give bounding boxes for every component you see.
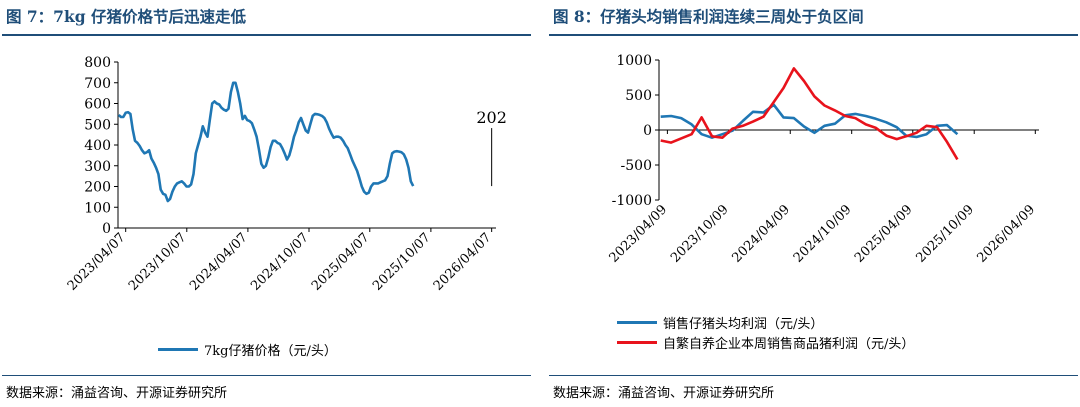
series-line-0: [117, 81, 415, 203]
y-tick-label: 800: [84, 55, 111, 71]
x-tick-label: 2026/04/09: [975, 202, 1039, 266]
y-tick-label: 400: [84, 138, 111, 154]
x-tick-label: 2025/04/09: [852, 202, 916, 266]
legend-item-hog-profit: 自繁自养企业本周销售商品猪利润（元/头）: [617, 332, 914, 352]
x-tick-label: 2024/10/09: [791, 202, 855, 266]
series-line-1: [660, 67, 959, 161]
x-tick-label: 2025/10/09: [913, 202, 977, 266]
x-tick-label: 2023/04/09: [607, 202, 671, 266]
y-tick-label: 200: [84, 180, 111, 196]
figure-8-bottom-rule: [549, 375, 1078, 376]
y-tick-label: -500: [621, 158, 652, 174]
figure-7-legend: 7kg仔猪价格（元/头）: [158, 340, 337, 359]
figure-7-bottom-rule: [2, 375, 531, 376]
legend-swatch-piglet-price: [158, 348, 198, 351]
x-tick-label: 2026/04/07: [431, 230, 495, 294]
legend-swatch-piglet-profit: [617, 320, 657, 324]
y-tick-label: 1000: [616, 53, 652, 69]
figure-8-top-rule: [549, 34, 1078, 36]
x-tick-label: 2024/04/07: [187, 230, 251, 294]
figure-7-top-rule: [2, 34, 531, 36]
figure-8-legend: 销售仔猪头均利润（元/头） 自繁自养企业本周销售商品猪利润（元/头）: [617, 312, 914, 352]
figure-8-title: 图 8：仔猪头均销售利润连续三周处于负区间: [553, 7, 864, 26]
y-tick-label: 500: [625, 88, 652, 104]
x-tick-label: 2024/10/07: [248, 230, 312, 294]
x-tick-label: 2024/04/09: [729, 202, 793, 266]
legend-label-piglet-price: 7kg仔猪价格（元/头）: [204, 344, 337, 359]
legend-swatch-hog-profit: [617, 340, 657, 344]
y-tick-label: 0: [102, 221, 111, 237]
figure-8-source: 数据来源：涌益咨询、开源证券研究所: [553, 386, 775, 401]
piglet-price-chart: 0 100 200 300 400 500 600 700 800 2023/04/072023/…: [65, 55, 507, 294]
annotation-label: 202: [476, 108, 507, 127]
y-tick-label: 700: [84, 76, 111, 92]
figure-7-title: 图 7：7kg 仔猪价格节后迅速走低: [6, 7, 246, 26]
y-tick-label: 0: [643, 123, 652, 139]
y-tick-label: -1000: [612, 193, 652, 209]
y-tick-label: 500: [84, 117, 111, 133]
figure-8-panel: 图 8：仔猪头均销售利润连续三周处于负区间 -1000 -500 0 500 1000 2…: [547, 0, 1080, 407]
x-tick-label: 2025/04/07: [309, 230, 373, 294]
x-tick-label: 2025/10/07: [370, 230, 434, 294]
y-tick-label: 100: [84, 200, 111, 216]
x-tick-label: 2023/10/09: [668, 202, 732, 266]
x-tick-label: 2023/10/07: [126, 230, 190, 294]
x-tick-label: 2023/04/07: [65, 230, 129, 294]
y-tick-label: 600: [84, 97, 111, 113]
piglet-profit-chart: -1000-500050010002023/04/092023/10/09202…: [607, 53, 1039, 266]
y-tick-label: 300: [84, 159, 111, 175]
figure-7-panel: 图 7：7kg 仔猪价格节后迅速走低 0 100 200 300 400 500 600 70…: [0, 0, 533, 407]
legend-label-hog-profit: 自繁自养企业本周销售商品猪利润（元/头）: [663, 336, 915, 352]
legend-label-piglet-profit: 销售仔猪头均利润（元/头）: [663, 316, 824, 332]
figure-7-source: 数据来源：涌益咨询、开源证券研究所: [6, 386, 228, 401]
legend-item-piglet-profit: 销售仔猪头均利润（元/头）: [617, 312, 823, 332]
